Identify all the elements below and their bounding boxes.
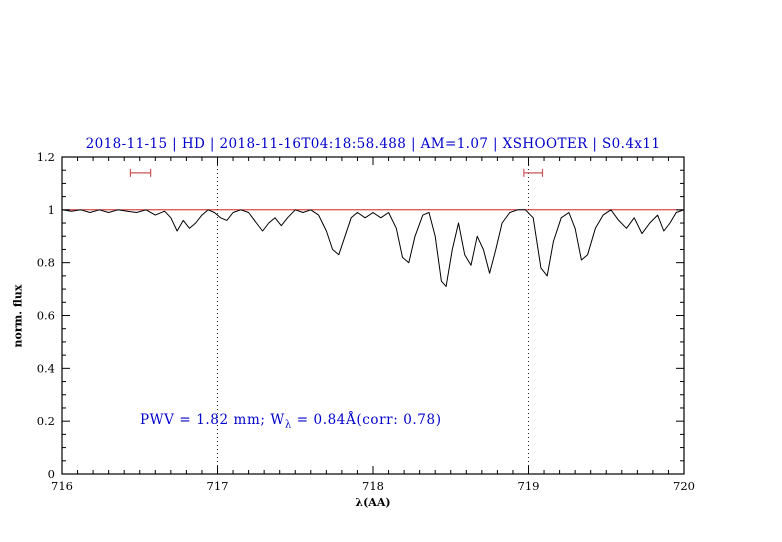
pwv-annotation-suffix: = 0.84Å(corr: 0.78): [291, 412, 442, 428]
pwv-annotation: PWV = 1.82 mm; Wλ = 0.84Å(corr: 0.78): [140, 412, 442, 431]
x-tick-label: 719: [518, 479, 540, 493]
y-tick-label: 0.6: [37, 309, 55, 323]
y-tick-label: 1.2: [37, 150, 55, 164]
spectrum-line: [61, 209, 685, 287]
x-axis-label: λ(AA): [355, 496, 391, 509]
x-tick-label: 717: [207, 479, 229, 493]
x-tick-label: 716: [51, 479, 73, 493]
y-tick-label: 0.2: [37, 414, 55, 428]
y-tick-label: 1: [48, 203, 55, 217]
x-tick-label: 718: [362, 479, 384, 493]
pwv-annotation-prefix: PWV = 1.82 mm; W: [140, 412, 285, 428]
y-axis-label: norm. flux: [11, 284, 25, 348]
pwv-annotation-lambda: λ: [284, 419, 292, 431]
y-tick-label: 0: [48, 467, 55, 481]
x-tick-label: 720: [673, 479, 695, 493]
plot-title: 2018-11-15 | HD | 2018-11-16T04:18:58.48…: [85, 136, 661, 152]
y-tick-label: 0.4: [37, 361, 55, 375]
y-tick-label: 0.8: [37, 256, 55, 270]
